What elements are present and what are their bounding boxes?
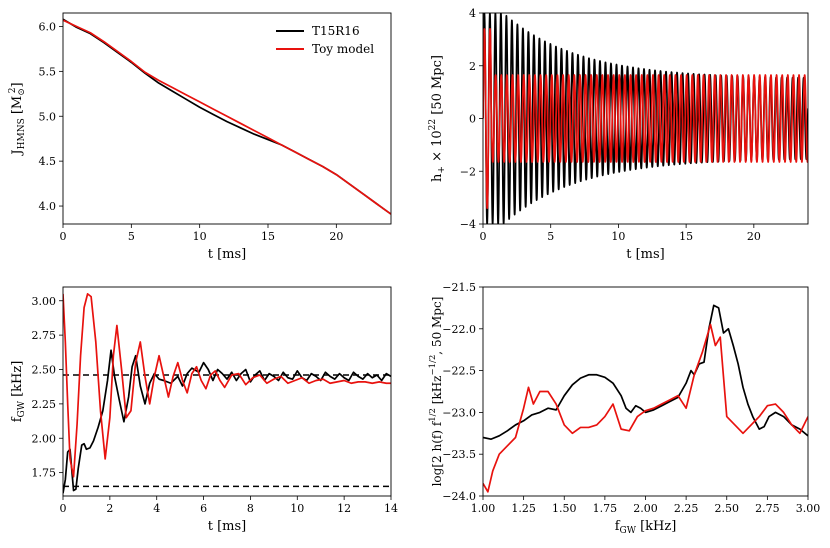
y-tick-label: −23.5 — [442, 448, 476, 461]
panel-spectrum: 1.00 1.25 1.50 1.75 2.00 2.25 2.50 2.75 3.00 −24.… — [428, 281, 820, 536]
y-axis-label: fGW [kHz] — [10, 361, 27, 423]
x-tick-label: 20 — [329, 230, 343, 243]
x-tick-label: 2.00 — [633, 502, 658, 515]
y-tick-label: 6.0 — [39, 20, 57, 33]
x-tick-label: 10 — [193, 230, 207, 243]
series-line-t15r16 — [483, 304, 808, 440]
y-tick-label: −22.5 — [442, 365, 476, 378]
y-tick-label: −2 — [460, 165, 476, 178]
panel-strain: 0 5 10 15 20 −4 −2 0 2 4 t [ms] h+ × 1022 [50 Mpc] — [428, 7, 809, 262]
x-axis-label: t [ms] — [208, 519, 247, 534]
series-line-toy-model — [483, 27, 808, 210]
y-tick-label: 0 — [469, 113, 476, 126]
series-group — [63, 293, 391, 494]
y-tick-label: −22.0 — [442, 323, 476, 336]
x-axis-label: fGW [kHz] — [615, 519, 677, 536]
panel-angular-momentum: 0 5 10 15 20 4.0 4.5 5.0 5.5 6.0 t [ms] JHMNS [M⊙2]… — [8, 12, 392, 262]
plot-frame — [482, 12, 809, 225]
x-tick-label: 0 — [60, 230, 67, 243]
x-tick-label: 20 — [747, 230, 761, 243]
x-tick-label: 2.25 — [674, 502, 699, 515]
series-group — [483, 304, 808, 493]
y-axis-label: log[2 h(f) f1/2 [kHz−1/2, 50 Mpc] — [428, 297, 444, 487]
x-tick-label: 8 — [247, 502, 254, 515]
plot-frame — [62, 286, 392, 497]
y-tick-label: 5.0 — [39, 110, 57, 123]
panel-frequency: 0 2 4 6 8 10 12 14 1.75 2.00 2.25 2.50 2.75 3.00 t [ms… — [10, 286, 398, 534]
y-tick-label: 2.25 — [32, 398, 57, 411]
x-axis-label: t [ms] — [626, 247, 665, 262]
y-axis-label: JHMNS [M⊙2] — [8, 82, 27, 156]
y-tick-label: 2.00 — [32, 432, 57, 445]
legend-label: Toy model — [312, 42, 374, 56]
y-tick-label: −21.5 — [442, 281, 476, 294]
x-tick-label: 0 — [60, 502, 67, 515]
x-tick-label: 1.00 — [471, 502, 496, 515]
y-tick-label: 4 — [469, 7, 476, 20]
x-axis-label: t [ms] — [208, 247, 247, 262]
x-tick-label: 1.25 — [511, 502, 536, 515]
x-tick-label: 12 — [337, 502, 351, 515]
legend-label: T15R16 — [312, 24, 360, 38]
x-tick-label: 15 — [261, 230, 275, 243]
x-tick-label: 2.50 — [715, 502, 740, 515]
x-tick-label: 1.75 — [593, 502, 618, 515]
series-line-toy-model — [63, 293, 391, 478]
x-tick-label: 2 — [106, 502, 113, 515]
series-group — [63, 18, 391, 215]
y-tick-label: −23.0 — [442, 406, 476, 419]
x-tick-label: 15 — [679, 230, 693, 243]
y-tick-label: −24.0 — [442, 490, 476, 503]
x-tick-label: 5 — [128, 230, 135, 243]
y-tick-label: −4 — [460, 218, 476, 231]
series-line-toy-model — [63, 19, 391, 215]
x-tick-label: 1.50 — [552, 502, 577, 515]
y-tick-label: 4.5 — [39, 155, 57, 168]
series-group — [483, 13, 808, 224]
x-tick-label: 14 — [384, 502, 398, 515]
y-tick-label: 2.75 — [32, 329, 57, 342]
x-tick-label: 6 — [200, 502, 207, 515]
y-tick-label: 4.0 — [39, 200, 57, 213]
y-tick-label: 5.5 — [39, 65, 57, 78]
y-axis-label: h+ × 1022 [50 Mpc] — [428, 55, 447, 182]
x-tick-label: 0 — [480, 230, 487, 243]
x-tick-label: 4 — [153, 502, 160, 515]
plot-frame — [62, 12, 392, 225]
x-tick-label: 10 — [611, 230, 625, 243]
x-tick-label: 10 — [290, 502, 304, 515]
x-tick-label: 2.75 — [755, 502, 780, 515]
series-line-t15r16 — [63, 349, 391, 494]
plot-frame — [482, 286, 809, 497]
y-tick-label: 2 — [469, 60, 476, 73]
series-line-toy-model — [483, 323, 808, 493]
x-tick-label: 3.00 — [796, 502, 821, 515]
y-tick-label: 3.00 — [32, 295, 57, 308]
y-tick-label: 2.50 — [32, 364, 57, 377]
y-tick-label: 1.75 — [32, 467, 57, 480]
x-tick-label: 5 — [547, 230, 554, 243]
